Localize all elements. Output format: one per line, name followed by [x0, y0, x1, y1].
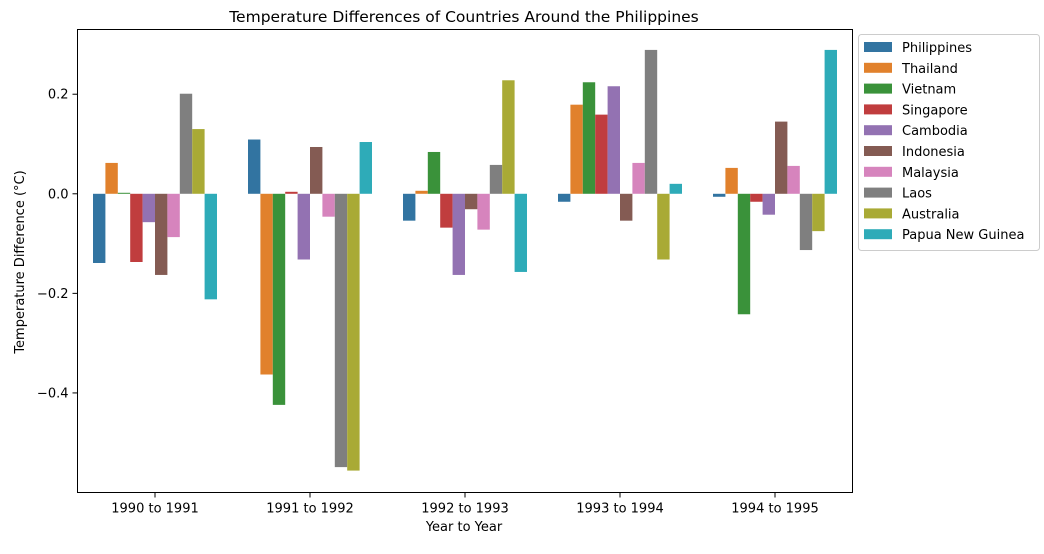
bar: [669, 183, 682, 194]
bar: [204, 193, 217, 300]
bar: [142, 193, 155, 223]
legend-swatch: [864, 229, 892, 240]
bar: [465, 193, 478, 210]
legend: Philippines Thailand Vietnam Singapore Cambo…: [858, 34, 1040, 251]
bar: [117, 192, 131, 194]
legend-label: Indonesia: [902, 145, 965, 160]
bar: [489, 164, 503, 194]
bar: [179, 93, 193, 194]
legend-label: Laos: [902, 187, 932, 202]
bar: [105, 162, 118, 194]
bar: [272, 193, 286, 405]
bars-layer: [93, 49, 837, 471]
chart-title: Temperature Differences of Countries Aro…: [228, 8, 699, 26]
bar: [297, 193, 310, 260]
bar: [595, 114, 608, 194]
legend-label: Malaysia: [902, 166, 959, 181]
x-tick-label: 1993 to 1994: [576, 502, 663, 517]
x-ticks: 1990 to 1991 1991 to 1992 1992 to 1993 1993…: [111, 492, 819, 517]
y-axis-label: Temperature Difference (°C): [13, 170, 28, 354]
bar: [130, 193, 143, 262]
y-tick-label: −0.4: [37, 386, 69, 401]
bar: [427, 151, 441, 194]
legend-swatch: [864, 208, 892, 219]
legend-label: Philippines: [902, 41, 972, 56]
bar: [799, 193, 813, 251]
y-tick-label: 0.2: [48, 88, 69, 103]
x-tick-label: 1994 to 1995: [731, 502, 818, 517]
bar: [155, 193, 168, 275]
bar: [762, 193, 775, 215]
legend-label: Cambodia: [902, 124, 968, 139]
bar: [502, 80, 515, 194]
bar: [775, 121, 788, 194]
legend-swatch: [864, 166, 892, 177]
bar: [607, 86, 620, 194]
legend-swatch: [864, 146, 892, 156]
legend-label: Singapore: [902, 103, 968, 118]
bar: [558, 193, 571, 202]
bar: [415, 190, 428, 194]
y-tick-label: −0.2: [37, 287, 69, 302]
bar: [725, 167, 738, 194]
y-ticks: −0.4 −0.2 0.0 0.2: [37, 88, 78, 401]
bar: [285, 191, 298, 194]
x-tick-label: 1990 to 1991: [111, 502, 198, 517]
bar: [167, 193, 180, 238]
y-tick-label: 0.0: [48, 187, 69, 202]
bar: [334, 193, 348, 468]
legend-swatch: [864, 187, 892, 198]
bar: [620, 193, 633, 221]
bar: [713, 193, 726, 197]
legend-label: Papua New Guinea: [902, 228, 1024, 243]
legend-swatch: [864, 62, 892, 73]
legend-label: Vietnam: [902, 83, 956, 98]
legend-label: Australia: [902, 207, 960, 222]
bar: [260, 193, 273, 375]
bar: [514, 193, 527, 272]
legend-swatch: [864, 42, 892, 52]
bar: [452, 193, 465, 275]
plot-frame: [77, 29, 853, 493]
bar: [750, 193, 763, 202]
legend-swatch: [864, 125, 892, 136]
bar: [347, 193, 360, 471]
bar: [322, 193, 335, 217]
x-tick-label: 1991 to 1992: [266, 502, 353, 517]
bar: [737, 193, 751, 315]
bar: [812, 193, 825, 232]
bar: [824, 49, 837, 194]
bar: [582, 82, 596, 194]
bar: [477, 193, 490, 230]
bar: [359, 142, 372, 194]
bar: [403, 193, 416, 221]
x-axis-label: Year to Year: [425, 520, 503, 535]
x-tick-label: 1992 to 1993: [421, 502, 508, 517]
bar: [644, 49, 658, 194]
bar: [632, 162, 645, 194]
bar: [93, 193, 106, 263]
legend-label: Thailand: [901, 62, 958, 77]
bar: [310, 146, 323, 194]
legend-swatch: [864, 104, 892, 115]
bar: [248, 139, 261, 194]
bar: [570, 104, 583, 194]
legend-box: [858, 34, 1040, 251]
legend-swatch: [864, 83, 892, 94]
bar: [192, 129, 205, 194]
bar: [787, 165, 800, 194]
bar: [440, 193, 453, 228]
bar: [657, 193, 670, 260]
